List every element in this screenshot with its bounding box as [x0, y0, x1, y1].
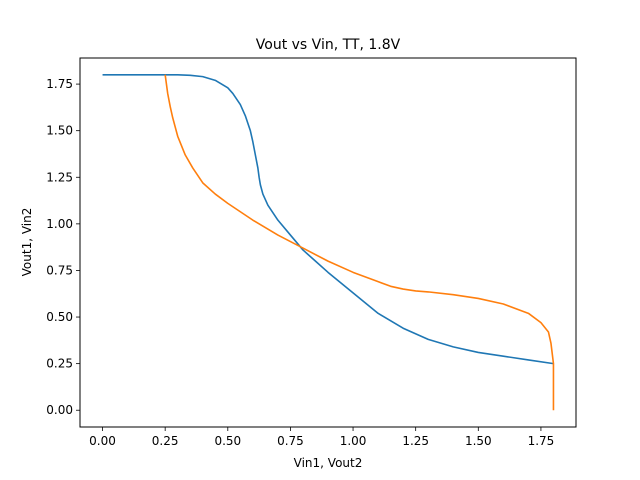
- x-tick-label: 1.00: [340, 434, 367, 448]
- chart-title: Vout vs Vin, TT, 1.8V: [256, 37, 401, 53]
- series-line-2: [164, 74, 555, 411]
- y-tick-label: 0.75: [46, 263, 73, 277]
- x-axis-label: Vin1, Vout2: [294, 456, 363, 470]
- y-tick-label: 1.25: [46, 170, 73, 184]
- y-tick-label: 0.25: [46, 357, 73, 371]
- plot-series: [102, 73, 555, 411]
- series-line-1: [102, 73, 554, 365]
- plot-frame: [79, 57, 577, 428]
- y-tick-label: 0.50: [46, 310, 73, 324]
- x-tick-label: 1.75: [528, 434, 555, 448]
- x-tick-label: 0.25: [152, 434, 179, 448]
- y-tick-label: 1.50: [46, 124, 73, 138]
- y-tick-label: 1.75: [46, 77, 73, 91]
- y-axis-label: Vout1, Vin2: [20, 208, 34, 277]
- y-tick-label: 0.00: [46, 403, 73, 417]
- x-tick-label: 0.75: [277, 434, 304, 448]
- y-tick-label: 1.00: [46, 217, 73, 231]
- x-tick-label: 0.00: [89, 434, 116, 448]
- x-tick-label: 0.50: [214, 434, 241, 448]
- x-axis: 0.00 0.25 0.50 0.75 1.00 1.25 1.50 1.75: [89, 427, 554, 448]
- y-axis: 0.00 0.25 0.50 0.75 1.00 1.25 1.50 1.75: [46, 77, 80, 417]
- x-tick-label: 1.25: [402, 434, 429, 448]
- x-tick-label: 1.50: [465, 434, 492, 448]
